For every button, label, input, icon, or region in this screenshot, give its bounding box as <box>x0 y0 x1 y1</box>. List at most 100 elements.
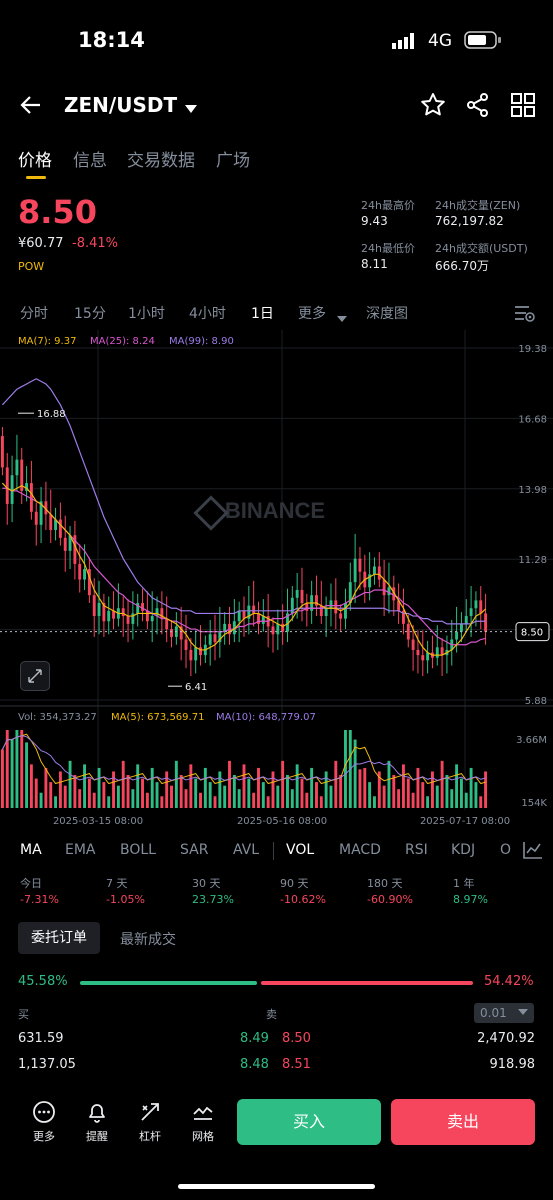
pair-title[interactable]: ZEN/USDT <box>64 93 178 117</box>
tab-order-book[interactable]: 委托订单 <box>18 922 100 954</box>
volume-bar <box>286 775 289 808</box>
leverage-button[interactable]: 杠杆 <box>130 1100 170 1144</box>
ask-qty: 2,470.92 <box>477 1031 535 1046</box>
volume-bar <box>257 767 260 808</box>
candle-body <box>319 605 323 617</box>
volume-bar <box>295 764 299 808</box>
buy-button[interactable]: 买入 <box>237 1099 381 1145</box>
interval-timeline[interactable]: 分时 <box>20 306 48 322</box>
interval-depth[interactable]: 深度图 <box>366 306 408 322</box>
volume-bar <box>97 767 101 808</box>
grid-trading-button[interactable]: 网格 <box>183 1100 223 1144</box>
vol-base-label: 24h成交量(ZEN) <box>435 199 521 212</box>
indicator-ema[interactable]: EMA <box>65 842 96 858</box>
candle-body <box>392 587 396 601</box>
sell-button[interactable]: 卖出 <box>391 1099 535 1145</box>
more-button[interactable]: 更多 <box>24 1100 64 1144</box>
volume-bar <box>411 792 415 808</box>
back-arrow-icon[interactable] <box>18 92 44 118</box>
interval-4h[interactable]: 4小时 <box>189 306 226 322</box>
volume-bar <box>54 796 58 808</box>
candle-body <box>83 569 87 580</box>
indicator-boll[interactable]: BOLL <box>120 842 156 858</box>
candle-body <box>213 634 217 643</box>
volume-bar <box>184 789 188 808</box>
candle-body <box>373 566 376 575</box>
candle-body <box>54 519 58 530</box>
battery-icon <box>464 30 502 54</box>
fullscreen-icon[interactable] <box>20 661 50 691</box>
volume-bar <box>136 764 140 808</box>
candle-body <box>208 634 212 645</box>
candle-body <box>150 616 154 622</box>
chevron-down-icon[interactable] <box>185 100 197 119</box>
grid-icon[interactable] <box>510 92 536 118</box>
volume-bar <box>353 739 357 808</box>
indicator-vol[interactable]: VOL <box>286 842 315 858</box>
volume-bar <box>63 785 67 808</box>
candle-body <box>29 483 33 512</box>
ma7-line <box>1 482 486 656</box>
candle-body <box>257 613 260 624</box>
volume-bar <box>450 789 454 808</box>
consensus-tag[interactable]: POW <box>18 260 45 273</box>
interval-1d[interactable]: 1日 <box>251 306 274 322</box>
volume-bar <box>401 764 405 808</box>
more-chevron-icon[interactable] <box>337 309 347 328</box>
star-icon[interactable] <box>420 92 446 118</box>
volume-bar <box>15 730 19 808</box>
volume-bar <box>160 796 164 808</box>
indicator-chart-icon[interactable] <box>522 840 544 864</box>
alert-button[interactable]: 提醒 <box>77 1100 117 1144</box>
tab-trading-data[interactable]: 交易数据 <box>127 151 195 171</box>
volume-bar <box>281 760 285 808</box>
tab-latest-trades[interactable]: 最新成交 <box>120 932 176 948</box>
tab-price[interactable]: 价格 <box>18 151 52 171</box>
vol-base-value: 762,197.82 <box>435 214 504 228</box>
perf-value-today: -7.31% <box>20 893 59 906</box>
candlestick-chart[interactable]: BINANCE 19.38 16.68 13.98 11.28 5.88 16.88 6.41… <box>0 330 553 830</box>
candle-body <box>112 610 115 619</box>
interval-more[interactable]: 更多 <box>298 306 326 322</box>
indicator-kdj[interactable]: KDJ <box>451 842 476 858</box>
interval-1h[interactable]: 1小时 <box>128 306 165 322</box>
chart-settings-icon[interactable] <box>514 303 536 327</box>
tab-info[interactable]: 信息 <box>73 151 107 171</box>
volume-bar <box>199 792 202 808</box>
candle-body <box>440 647 444 656</box>
interval-15m[interactable]: 15分 <box>74 306 106 322</box>
indicator-avl[interactable]: AVL <box>233 842 260 858</box>
volume-bar <box>445 775 449 808</box>
candle-body <box>63 537 67 551</box>
indicator-more[interactable]: O <box>500 842 512 858</box>
indicator-ma[interactable]: MA <box>20 842 42 858</box>
precision-select[interactable]: 0.01 <box>474 1003 534 1023</box>
volume-bar <box>58 771 62 808</box>
sell-ratio-bar <box>261 981 473 985</box>
volume-bar <box>474 782 478 808</box>
volume-bar <box>430 771 434 808</box>
price-chart[interactable]: BINANCE 19.38 16.68 13.98 11.28 5.88 16.88 6.41… <box>0 330 553 830</box>
indicator-sar[interactable]: SAR <box>180 842 209 858</box>
volume-bar <box>150 767 154 808</box>
indicator-macd[interactable]: MACD <box>339 842 381 858</box>
candle-body <box>5 467 9 504</box>
candle-body <box>305 603 309 611</box>
volume-bar <box>271 771 275 808</box>
volume-bar <box>334 760 338 808</box>
tab-square[interactable]: 广场 <box>216 151 250 171</box>
tab-active-indicator <box>26 176 46 179</box>
volume-bar <box>121 760 125 808</box>
candle-body <box>58 519 62 538</box>
perf-label-90d: 90 天 <box>280 877 309 890</box>
x-axis-label: 2025-07-17 08:00 <box>420 816 510 827</box>
volume-bar <box>324 771 328 808</box>
volume-bar <box>382 785 386 808</box>
high-value: 9.43 <box>361 214 388 228</box>
candle-body <box>300 589 304 604</box>
volume-bar <box>397 789 401 808</box>
indicator-rsi[interactable]: RSI <box>405 842 428 858</box>
share-icon[interactable] <box>465 92 491 118</box>
buy-ratio-bar <box>80 981 257 985</box>
ask-price: 8.51 <box>282 1057 311 1072</box>
